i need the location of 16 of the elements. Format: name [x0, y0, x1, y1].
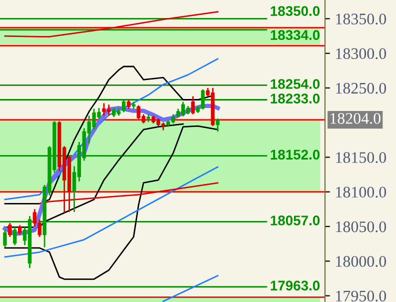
y-tick-label: 18150.0 — [336, 152, 386, 164]
y-tick-label: 18000.0 — [336, 256, 386, 267]
ref-line-label: 18233.0 — [270, 94, 320, 104]
y-tick-label: 18050.0 — [336, 221, 386, 232]
ref-line-label: 18334.0 — [270, 30, 320, 40]
ref-line-label: 17963.0 — [270, 280, 320, 291]
y-tick-label: 18100.0 — [336, 186, 386, 198]
ref-line-label: 18152.0 — [270, 150, 320, 160]
y-tick-label: 18350.0 — [336, 14, 386, 24]
y-tick-label: 17950.0 — [336, 290, 386, 302]
ref-line-label: 18204.0 — [330, 113, 380, 124]
ref-line-label: 18350.0 — [270, 6, 320, 16]
ref-line-label: 18057.0 — [270, 216, 320, 226]
ref-line-label: 18254.0 — [270, 79, 320, 89]
y-tick-label: 18300.0 — [336, 48, 386, 60]
y-tick-label: 18250.0 — [336, 82, 386, 94]
